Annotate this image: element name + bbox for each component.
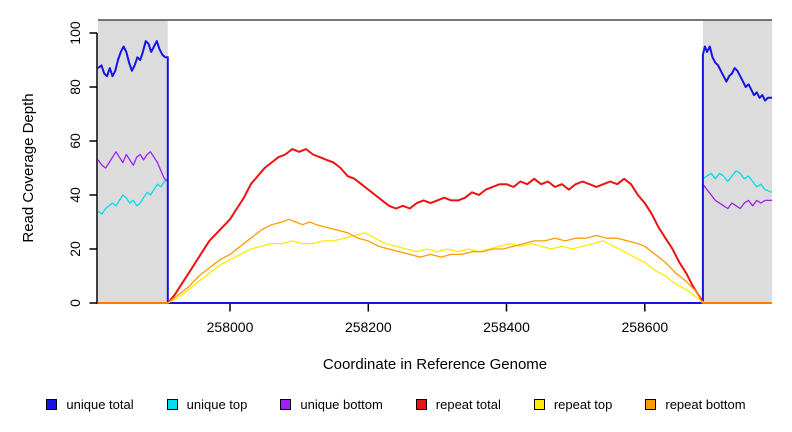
legend-item-repeat-top: repeat top xyxy=(533,397,613,412)
legend-swatch-icon xyxy=(166,399,178,410)
legend-label: unique total xyxy=(66,397,134,412)
x-tick-label: 258200 xyxy=(345,319,392,335)
y-tick-label: 40 xyxy=(67,187,83,203)
legend-item-repeat-bottom: repeat bottom xyxy=(645,397,746,412)
y-tick-label: 60 xyxy=(67,133,83,149)
legend-item-unique-total: unique total xyxy=(46,397,134,412)
legend-label: unique top xyxy=(186,397,248,412)
legend: unique total unique top unique bottom repea… xyxy=(0,397,792,412)
legend-label: repeat bottom xyxy=(665,397,746,412)
x-axis-title: Coordinate in Reference Genome xyxy=(322,356,548,373)
series-line-unique-bottom xyxy=(97,151,772,304)
x-tick-label: 258400 xyxy=(483,319,530,335)
series-line-unique-top xyxy=(97,170,773,304)
legend-swatch-icon xyxy=(46,399,58,410)
x-tick-label: 258600 xyxy=(621,319,668,335)
series-line-repeat-bottom xyxy=(98,218,772,304)
legend-item-unique-bottom: unique bottom xyxy=(280,397,383,412)
legend-swatch-icon xyxy=(645,399,657,410)
y-tick-label: 80 xyxy=(67,79,83,95)
legend-item-unique-top: unique top xyxy=(166,397,248,412)
legend-swatch-icon xyxy=(533,399,545,410)
y-tick-label: 0 xyxy=(67,299,83,307)
legend-label: repeat total xyxy=(435,397,501,412)
y-axis-title: Read Coverage Depth xyxy=(20,93,37,243)
series-line-repeat-top xyxy=(98,232,772,304)
shaded-region xyxy=(702,20,772,303)
x-tick-label: 258000 xyxy=(207,319,254,335)
series-line-unique-total xyxy=(97,40,772,304)
legend-label: repeat top xyxy=(553,397,613,412)
plot-svg: 0 20 40 60 80 100 258000 258200 258400 258600 xyxy=(67,19,773,335)
series-line-repeat-total xyxy=(98,148,772,304)
y-tick-label: 20 xyxy=(67,241,83,257)
legend-label: unique bottom xyxy=(300,397,383,412)
legend-item-repeat-total: repeat total xyxy=(415,397,501,412)
y-tick-label: 100 xyxy=(67,21,83,45)
legend-swatch-icon xyxy=(280,399,292,410)
legend-swatch-icon xyxy=(415,399,427,410)
